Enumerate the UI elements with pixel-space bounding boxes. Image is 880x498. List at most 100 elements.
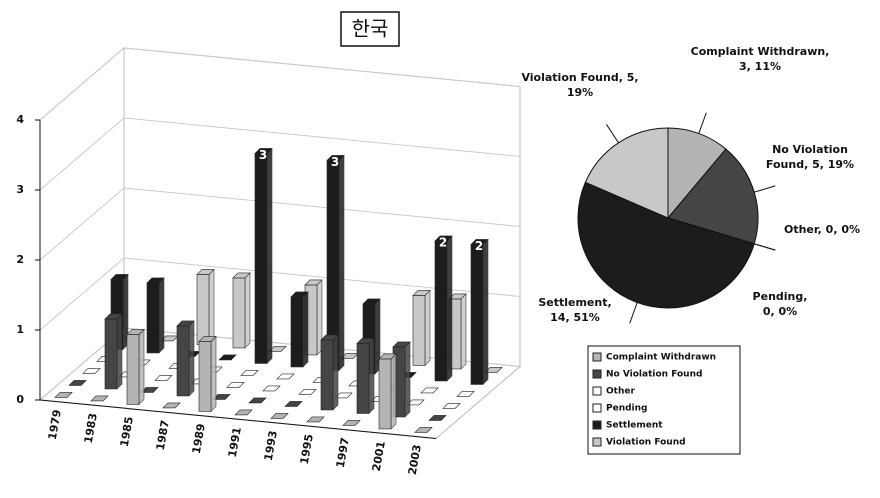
leader-line: [698, 112, 707, 134]
legend-label: No Violation Found: [606, 370, 702, 380]
bar-side: [332, 334, 339, 411]
bar-side: [424, 289, 431, 367]
bar-top: [326, 155, 345, 161]
bar-top: [262, 385, 281, 392]
bar-top: [104, 313, 123, 320]
bar: [470, 238, 489, 386]
bar-side: [210, 335, 217, 413]
data-label: 2: [439, 235, 447, 249]
bar-side: [390, 353, 397, 430]
bar-top: [198, 336, 217, 342]
bar-side: [188, 320, 195, 397]
bar-top: [484, 367, 503, 373]
x-tick-label: 1991: [226, 426, 244, 458]
bar: [326, 154, 345, 372]
bar-top: [334, 392, 353, 399]
data-label: 3: [331, 155, 339, 169]
bar: [82, 368, 101, 374]
bar: [270, 413, 289, 419]
x-tick-label: 2003: [406, 444, 424, 476]
legend-swatch: [592, 386, 602, 396]
legend-swatch: [592, 437, 602, 447]
bar: [154, 375, 173, 381]
pie-label: No Violation: [772, 143, 848, 156]
bar: [456, 391, 475, 397]
bar-top: [284, 401, 303, 407]
grid-line: [39, 47, 521, 121]
bar-side: [138, 328, 145, 406]
bar: [290, 291, 309, 368]
pie-label: 3, 11%: [739, 60, 781, 73]
x-tick-label: 1987: [154, 419, 172, 451]
bar-top: [146, 277, 165, 284]
bar-side: [302, 291, 309, 368]
bar: [196, 268, 215, 346]
bar-top: [414, 427, 433, 433]
bar-front: [434, 240, 448, 382]
bar: [484, 367, 503, 373]
bar-top: [320, 334, 339, 341]
y-tick-label: 3: [16, 183, 24, 196]
bar-top: [268, 346, 287, 352]
bar: [320, 334, 339, 411]
legend-label: Complaint Withdrawn: [606, 353, 716, 363]
bar: [162, 402, 181, 409]
bar-top: [162, 402, 181, 409]
pie-slice: [667, 148, 759, 245]
bar-top: [442, 403, 461, 409]
bar-top: [110, 274, 129, 280]
bar-top: [126, 329, 145, 335]
bar-top: [290, 291, 309, 298]
bar-front: [412, 295, 426, 366]
pie-label: 0, 0%: [763, 305, 797, 318]
legend-label: Settlement: [606, 421, 663, 431]
bar-front: [196, 274, 210, 345]
bar-top: [342, 420, 361, 426]
bar: [276, 373, 295, 380]
bar: [262, 385, 281, 392]
bar-top: [470, 239, 489, 245]
pie-label: Found, 5, 19%: [766, 158, 854, 171]
bar: [240, 370, 259, 376]
bar: [126, 328, 145, 406]
bar-top: [240, 370, 259, 376]
bar-top: [68, 380, 87, 386]
bar: [442, 403, 461, 409]
x-tick-label: 1983: [82, 412, 100, 444]
bar-top: [248, 397, 267, 404]
bar: [248, 397, 267, 404]
bar-top: [90, 395, 109, 402]
y-tick-label: 1: [16, 323, 24, 336]
legend-swatch: [592, 352, 602, 362]
bar-front: [378, 358, 392, 430]
bar-top: [226, 382, 245, 388]
bar: [434, 235, 453, 382]
bar-top: [362, 298, 381, 305]
bar-side: [460, 293, 467, 370]
bar-top: [140, 387, 159, 393]
pie-label: Other, 0, 0%: [784, 223, 860, 236]
bar-front: [320, 339, 334, 411]
bar-top: [270, 413, 289, 419]
pie-label: Complaint Withdrawn,: [691, 45, 830, 58]
bar-side: [482, 238, 489, 386]
bar-top: [392, 341, 411, 348]
bar: [68, 380, 87, 386]
legend-swatch: [592, 403, 602, 413]
pie-label: Settlement,: [538, 296, 611, 309]
legend-label: Pending: [606, 404, 647, 414]
bar: [306, 416, 325, 423]
bar-front: [470, 244, 484, 385]
bar-top: [378, 353, 397, 360]
leader-line: [754, 185, 776, 193]
bar: [104, 313, 123, 390]
bar-front: [146, 282, 160, 354]
bar: [356, 337, 375, 415]
x-tick-label: 1979: [46, 409, 64, 441]
x-tick-label: 2001: [370, 440, 388, 472]
data-label: 2: [475, 239, 483, 253]
pie-label: Pending,: [753, 290, 808, 303]
bar: [254, 147, 273, 365]
pie-label: 19%: [567, 86, 593, 99]
bar: [428, 415, 447, 421]
